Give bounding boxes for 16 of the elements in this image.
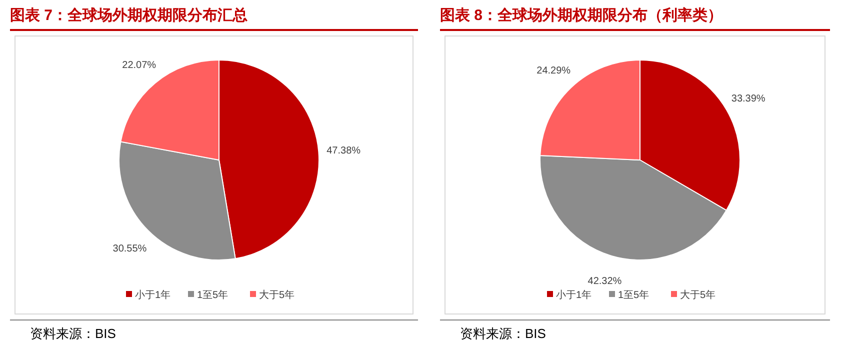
data-label: 24.29% <box>536 66 571 77</box>
legend-label: 1至5年 <box>618 289 650 301</box>
text: 资料来源：BIS <box>460 326 546 341</box>
data-label: 47.38% <box>326 146 361 157</box>
legend-label: 大于5年 <box>259 289 295 301</box>
legend-label: 小于1年 <box>556 289 592 301</box>
legend-label: 1至5年 <box>197 289 228 301</box>
data-label: 30.55% <box>112 244 147 255</box>
data-label: 22.07% <box>122 60 156 71</box>
chart-title: 图表 7：全球场外期权期限分布汇总 <box>10 7 248 24</box>
text: 资料来源：BIS <box>30 326 116 341</box>
legend-label: 大于5年 <box>680 289 716 301</box>
legend-label: 小于1年 <box>135 289 171 301</box>
data-label: 42.32% <box>588 276 622 287</box>
chart-title: 图表 8：全球场外期权期限分布（利率类） <box>440 6 723 24</box>
data-label: 33.39% <box>731 94 766 105</box>
